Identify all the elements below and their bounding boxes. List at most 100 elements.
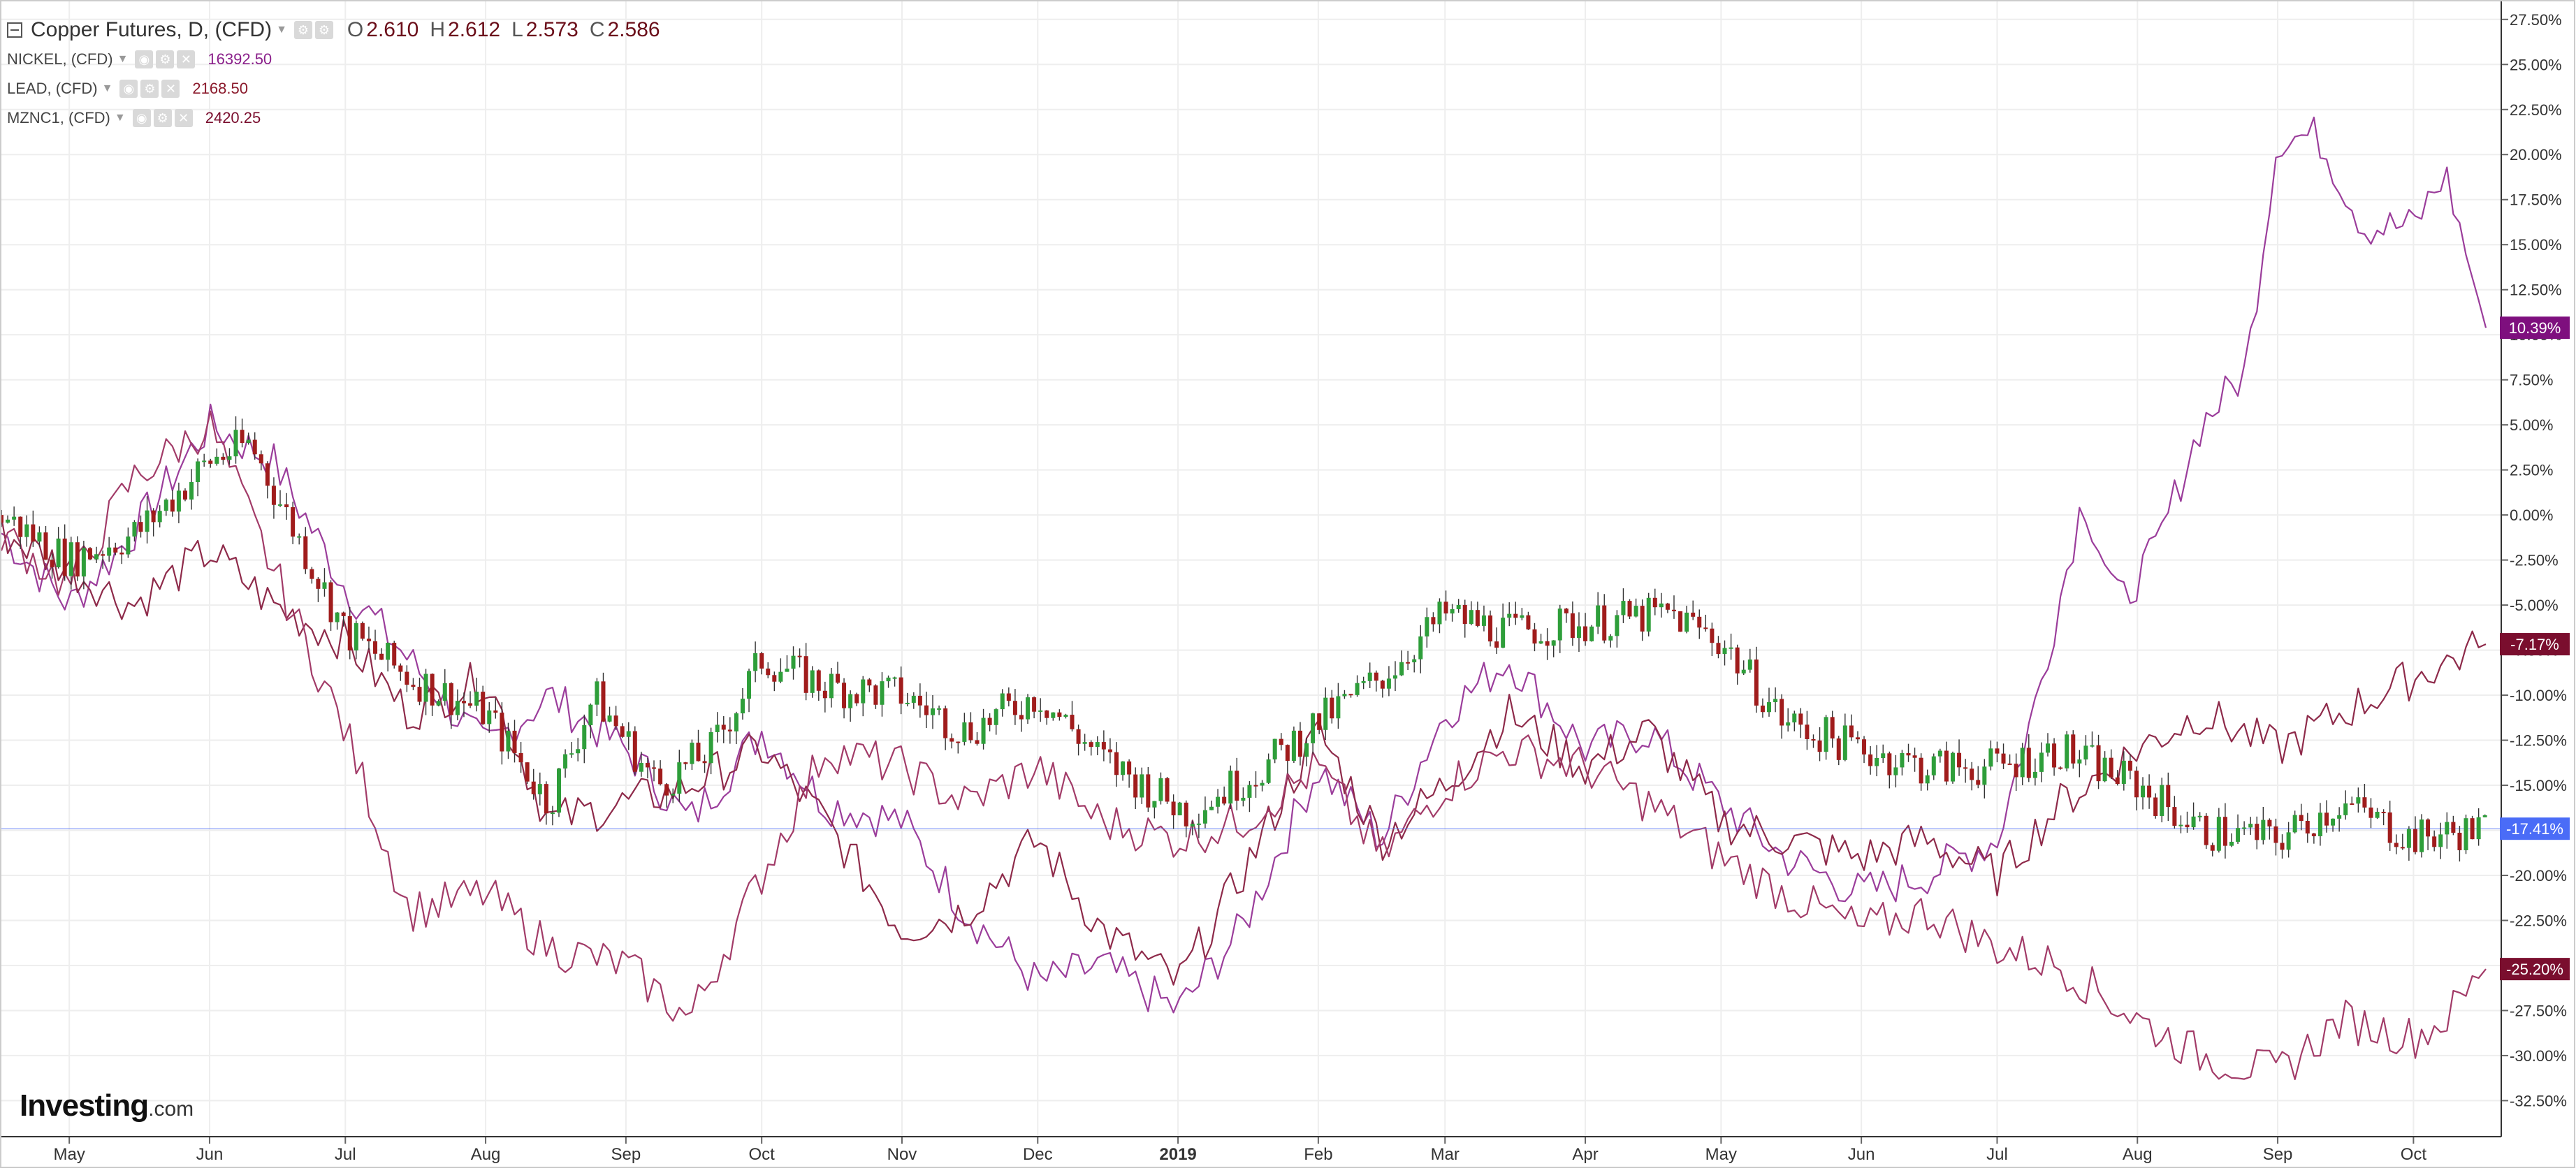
candle-up xyxy=(2317,813,2322,836)
candle-up xyxy=(2337,815,2342,819)
close-icon[interactable]: ✕ xyxy=(161,80,180,98)
candle-up xyxy=(436,701,441,706)
collapse-icon[interactable] xyxy=(7,22,22,38)
nickel-line xyxy=(1,116,2487,1014)
candle-up xyxy=(2331,818,2336,826)
eye-icon[interactable]: ◉ xyxy=(132,109,151,127)
candle-up xyxy=(2229,841,2234,846)
candle-up xyxy=(962,722,967,742)
candle-up xyxy=(442,683,447,701)
candle-down xyxy=(2147,785,2152,798)
candle-up xyxy=(1747,660,1752,670)
candle-down xyxy=(2052,743,2057,768)
main-symbol-title[interactable]: Copper Futures, D, (CFD) xyxy=(31,18,272,41)
candle-down xyxy=(1697,616,1702,628)
x-tick-label: Jul xyxy=(1986,1145,2008,1164)
settings-icon[interactable]: ⚙ xyxy=(153,109,172,127)
candle-up xyxy=(2039,752,2044,772)
candle-down xyxy=(481,692,486,724)
candle-down xyxy=(1836,738,1841,760)
candle-down xyxy=(1710,628,1715,643)
settings-icon[interactable]: ⚙ xyxy=(140,80,159,98)
candle-up xyxy=(1336,696,1341,719)
candle-up xyxy=(690,743,694,764)
candle-down xyxy=(62,538,67,576)
settings-gear-icon[interactable]: ⚙ xyxy=(314,21,333,39)
zinc-last-label-box xyxy=(2500,958,2570,981)
chevron-down-icon[interactable]: ▼ xyxy=(276,24,287,36)
candle-down xyxy=(1691,612,1696,617)
x-tick-label: Jun xyxy=(1848,1145,1875,1164)
settings-icon[interactable]: ⚙ xyxy=(293,21,312,39)
zinc-last-label: -25.20% xyxy=(2506,961,2563,978)
candle-up xyxy=(1412,659,1417,662)
candle-up xyxy=(1729,647,1733,649)
candle-up xyxy=(892,677,897,679)
chevron-down-icon[interactable]: ▼ xyxy=(114,112,126,124)
candle-up xyxy=(1202,810,1207,824)
close-icon[interactable]: ✕ xyxy=(177,50,196,68)
candle-up xyxy=(1767,702,1772,713)
candle-down xyxy=(1475,610,1480,626)
candle-up xyxy=(810,670,815,693)
y-tick-label: -22.50% xyxy=(2510,912,2567,929)
lead-line xyxy=(0,517,2487,986)
y-tick-label: -20.00% xyxy=(2510,867,2567,884)
candle-down xyxy=(1330,697,1334,719)
x-tick-label: Mar xyxy=(1431,1145,1460,1164)
candle-up xyxy=(1418,636,1423,660)
candle-down xyxy=(531,781,536,794)
candle-down xyxy=(842,683,847,708)
settings-icon[interactable]: ⚙ xyxy=(156,50,175,68)
series-name[interactable]: MZNC1, (CFD) xyxy=(7,109,110,126)
legend-series-row: NICKEL, (CFD) ▼ ◉ ⚙ ✕ 16392.50 xyxy=(7,45,660,74)
candle-down xyxy=(1146,774,1151,808)
candle-down xyxy=(347,615,352,651)
candle-down xyxy=(405,671,409,685)
candle-down xyxy=(2185,824,2190,828)
candle-down xyxy=(1976,780,1981,785)
x-tick-label: Apr xyxy=(1572,1145,1598,1164)
candle-up xyxy=(1000,693,1005,710)
x-tick-label: Jul xyxy=(335,1145,356,1164)
series-name[interactable]: NICKEL, (CFD) xyxy=(7,50,113,68)
candle-up xyxy=(246,439,251,444)
candle-down xyxy=(360,622,365,639)
candle-up xyxy=(1881,753,1886,758)
candle-up xyxy=(1355,683,1360,695)
candle-up xyxy=(322,582,327,589)
chevron-down-icon[interactable]: ▼ xyxy=(117,53,129,65)
candle-up xyxy=(886,677,891,682)
candle-down xyxy=(620,726,625,737)
close-icon[interactable]: ✕ xyxy=(174,109,193,127)
candle-down xyxy=(835,673,840,683)
candle-up xyxy=(931,708,936,715)
candle-up xyxy=(715,724,720,732)
candle-down xyxy=(461,701,466,704)
eye-icon[interactable]: ◉ xyxy=(119,80,138,98)
candle-up xyxy=(423,673,428,702)
candle-down xyxy=(949,738,954,742)
candle-down xyxy=(1703,627,1708,629)
eye-icon[interactable]: ◉ xyxy=(135,50,154,68)
series-name[interactable]: LEAD, (CFD) xyxy=(7,80,98,97)
close-value: 2.586 xyxy=(607,18,660,41)
x-tick-label: Feb xyxy=(1304,1145,1332,1164)
zinc-line xyxy=(0,410,2487,1081)
y-tick-label: 27.50% xyxy=(2510,11,2562,29)
candle-down xyxy=(1317,713,1322,730)
candle-up xyxy=(1216,796,1221,807)
candle-down xyxy=(702,761,707,764)
candle-down xyxy=(797,655,802,657)
candle-down xyxy=(1374,672,1378,681)
chevron-down-icon[interactable]: ▼ xyxy=(101,82,113,94)
candle-up xyxy=(2020,748,2025,778)
candle-up xyxy=(1399,662,1404,676)
nickel-last-label: 10.39% xyxy=(2509,319,2561,337)
candle-up xyxy=(1095,742,1100,748)
candle-down xyxy=(50,560,54,567)
x-tick-label: May xyxy=(1705,1145,1737,1164)
candle-down xyxy=(284,504,289,507)
